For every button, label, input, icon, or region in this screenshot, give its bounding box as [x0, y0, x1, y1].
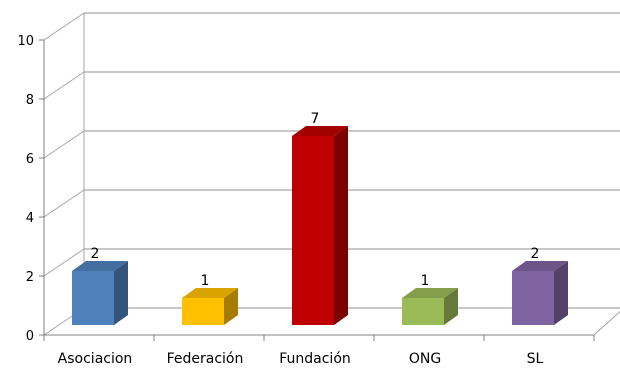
data-label: 2	[91, 246, 100, 262]
axes	[39, 39, 595, 341]
bar-side	[554, 261, 568, 325]
bar-top	[292, 126, 348, 136]
bar-top	[512, 261, 568, 271]
data-label: 7	[311, 111, 320, 127]
y-tick-label: 4	[26, 211, 34, 226]
bar	[292, 126, 348, 325]
bar-top	[402, 288, 458, 298]
bar	[72, 261, 128, 325]
bar-top	[72, 261, 128, 271]
bar	[512, 261, 568, 325]
labels: 0 2 4 6 8 10 2 Asociacion 1 Federación 7 Fundación 1…	[17, 34, 543, 367]
grid-diagonal	[43, 130, 85, 159]
bar-front	[402, 298, 444, 325]
x-tick-label: SL	[527, 351, 544, 367]
grid-diagonal	[43, 189, 85, 218]
grid-diagonal	[43, 71, 85, 100]
data-label: 2	[531, 246, 540, 262]
y-tick-label: 2	[26, 270, 34, 285]
bar-side	[334, 126, 348, 325]
bar-front	[512, 271, 554, 325]
x-tick-label: Fundación	[279, 351, 351, 367]
grid-diagonal	[43, 248, 85, 277]
bar-side	[114, 261, 128, 325]
y-tick-label: 6	[26, 152, 34, 167]
floor-edge	[593, 310, 620, 336]
y-tick-label: 10	[17, 34, 34, 49]
x-tick-label: Federación	[167, 351, 244, 367]
gridlines	[43, 12, 620, 336]
data-label: 1	[201, 273, 210, 289]
bar-front	[182, 298, 224, 325]
data-label: 1	[421, 273, 430, 289]
bar-side	[444, 288, 458, 325]
y-tick-label: 8	[26, 93, 34, 108]
bar-front	[72, 271, 114, 325]
bar-front	[292, 136, 334, 325]
bar-side	[224, 288, 238, 325]
x-tick-label: ONG	[409, 351, 441, 367]
bar	[182, 288, 238, 325]
y-tick-label: 0	[26, 329, 34, 344]
bar	[402, 288, 458, 325]
bars	[72, 126, 568, 325]
x-tick-label: Asociacion	[58, 351, 133, 367]
grid-diagonal	[43, 12, 85, 41]
bar-top	[182, 288, 238, 298]
